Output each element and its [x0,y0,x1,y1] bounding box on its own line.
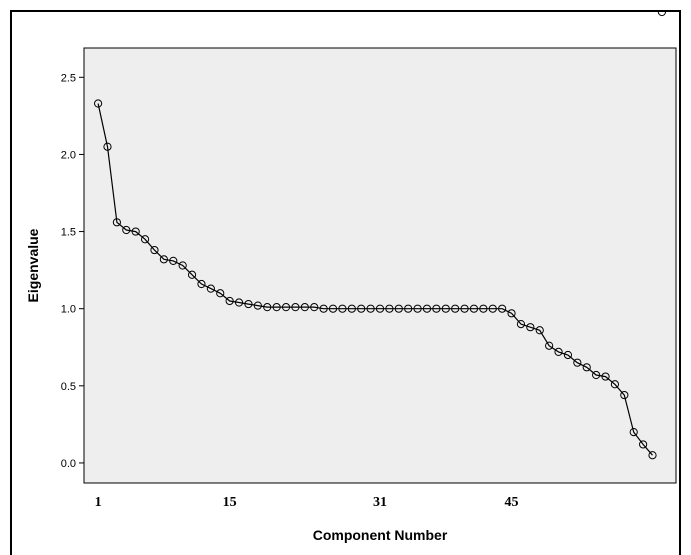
data-point [375,304,385,313]
data-point [131,227,140,236]
x-axis-title: Component Number [313,527,448,543]
data-point [253,301,262,310]
data-point [639,440,648,449]
y-tick-label: 1.5 [61,227,76,239]
data-point [648,451,657,460]
data-point [432,304,441,313]
data-point [169,256,178,265]
data-point [272,303,281,312]
data-point [404,304,413,313]
scree-plot: 0.0 0.5 1.0 1.5 2.0 2.5 1 15 31 45 Component Numbe… [25,12,677,543]
data-point [319,304,328,313]
data-point [225,296,234,306]
data-point [291,303,300,312]
data-point [526,323,535,332]
data-point [460,304,469,313]
data-point [545,341,554,350]
data-point [582,363,591,372]
y-tick-label: 1.0 [61,304,76,316]
x-tick-label: 31 [373,495,387,510]
y-tick-label: 0.0 [61,458,76,470]
data-point [216,289,225,298]
data-point [310,303,319,312]
x-tick-label: 45 [505,495,519,510]
data-point [554,347,563,356]
data-point [178,261,187,270]
data-point [93,99,103,108]
series-line [97,103,653,456]
data-point [281,303,291,312]
data-point [394,304,403,313]
data-point [498,304,507,313]
data-point [103,142,112,151]
data-point [150,245,159,255]
plot-area [83,47,677,484]
data-point [479,304,488,313]
data-point [516,320,526,329]
data-point [620,390,629,400]
data-point [413,304,422,313]
y-tick-label: 2.5 [61,72,76,84]
data-point [244,299,253,309]
data-point [488,304,497,313]
y-axis-title: Eigenvalue [25,228,41,302]
data-point [206,284,215,293]
data-point [441,304,450,313]
data-point [338,304,347,313]
data-point [366,304,375,313]
data-point [328,304,338,313]
data-point [300,303,309,312]
data-point [563,350,573,360]
x-tick-label: 15 [223,495,237,510]
data-point [535,326,544,335]
data-point [234,298,244,307]
data-point [629,427,638,437]
data-point [610,380,620,389]
data-point [657,12,667,17]
data-point [197,279,206,289]
data-point [140,235,150,244]
y-tick-label: 2.0 [61,149,76,161]
data-point [422,304,432,313]
data-point [263,303,272,312]
data-point [451,304,460,313]
data-point [592,370,601,380]
data-point [469,304,479,313]
data-point [122,225,131,235]
data-point [187,270,197,279]
data-point [385,304,394,313]
data-point [112,218,121,227]
data-point [159,255,168,264]
x-tick-label: 1 [95,495,102,510]
data-point [601,372,610,381]
chart-frame: 0.0 0.5 1.0 1.5 2.0 2.5 1 15 31 45 Component Numbe… [10,10,681,555]
data-point [357,304,366,313]
data-point [507,309,516,318]
data-point [347,304,356,313]
data-point [573,358,582,367]
y-tick-label: 0.5 [61,381,76,393]
